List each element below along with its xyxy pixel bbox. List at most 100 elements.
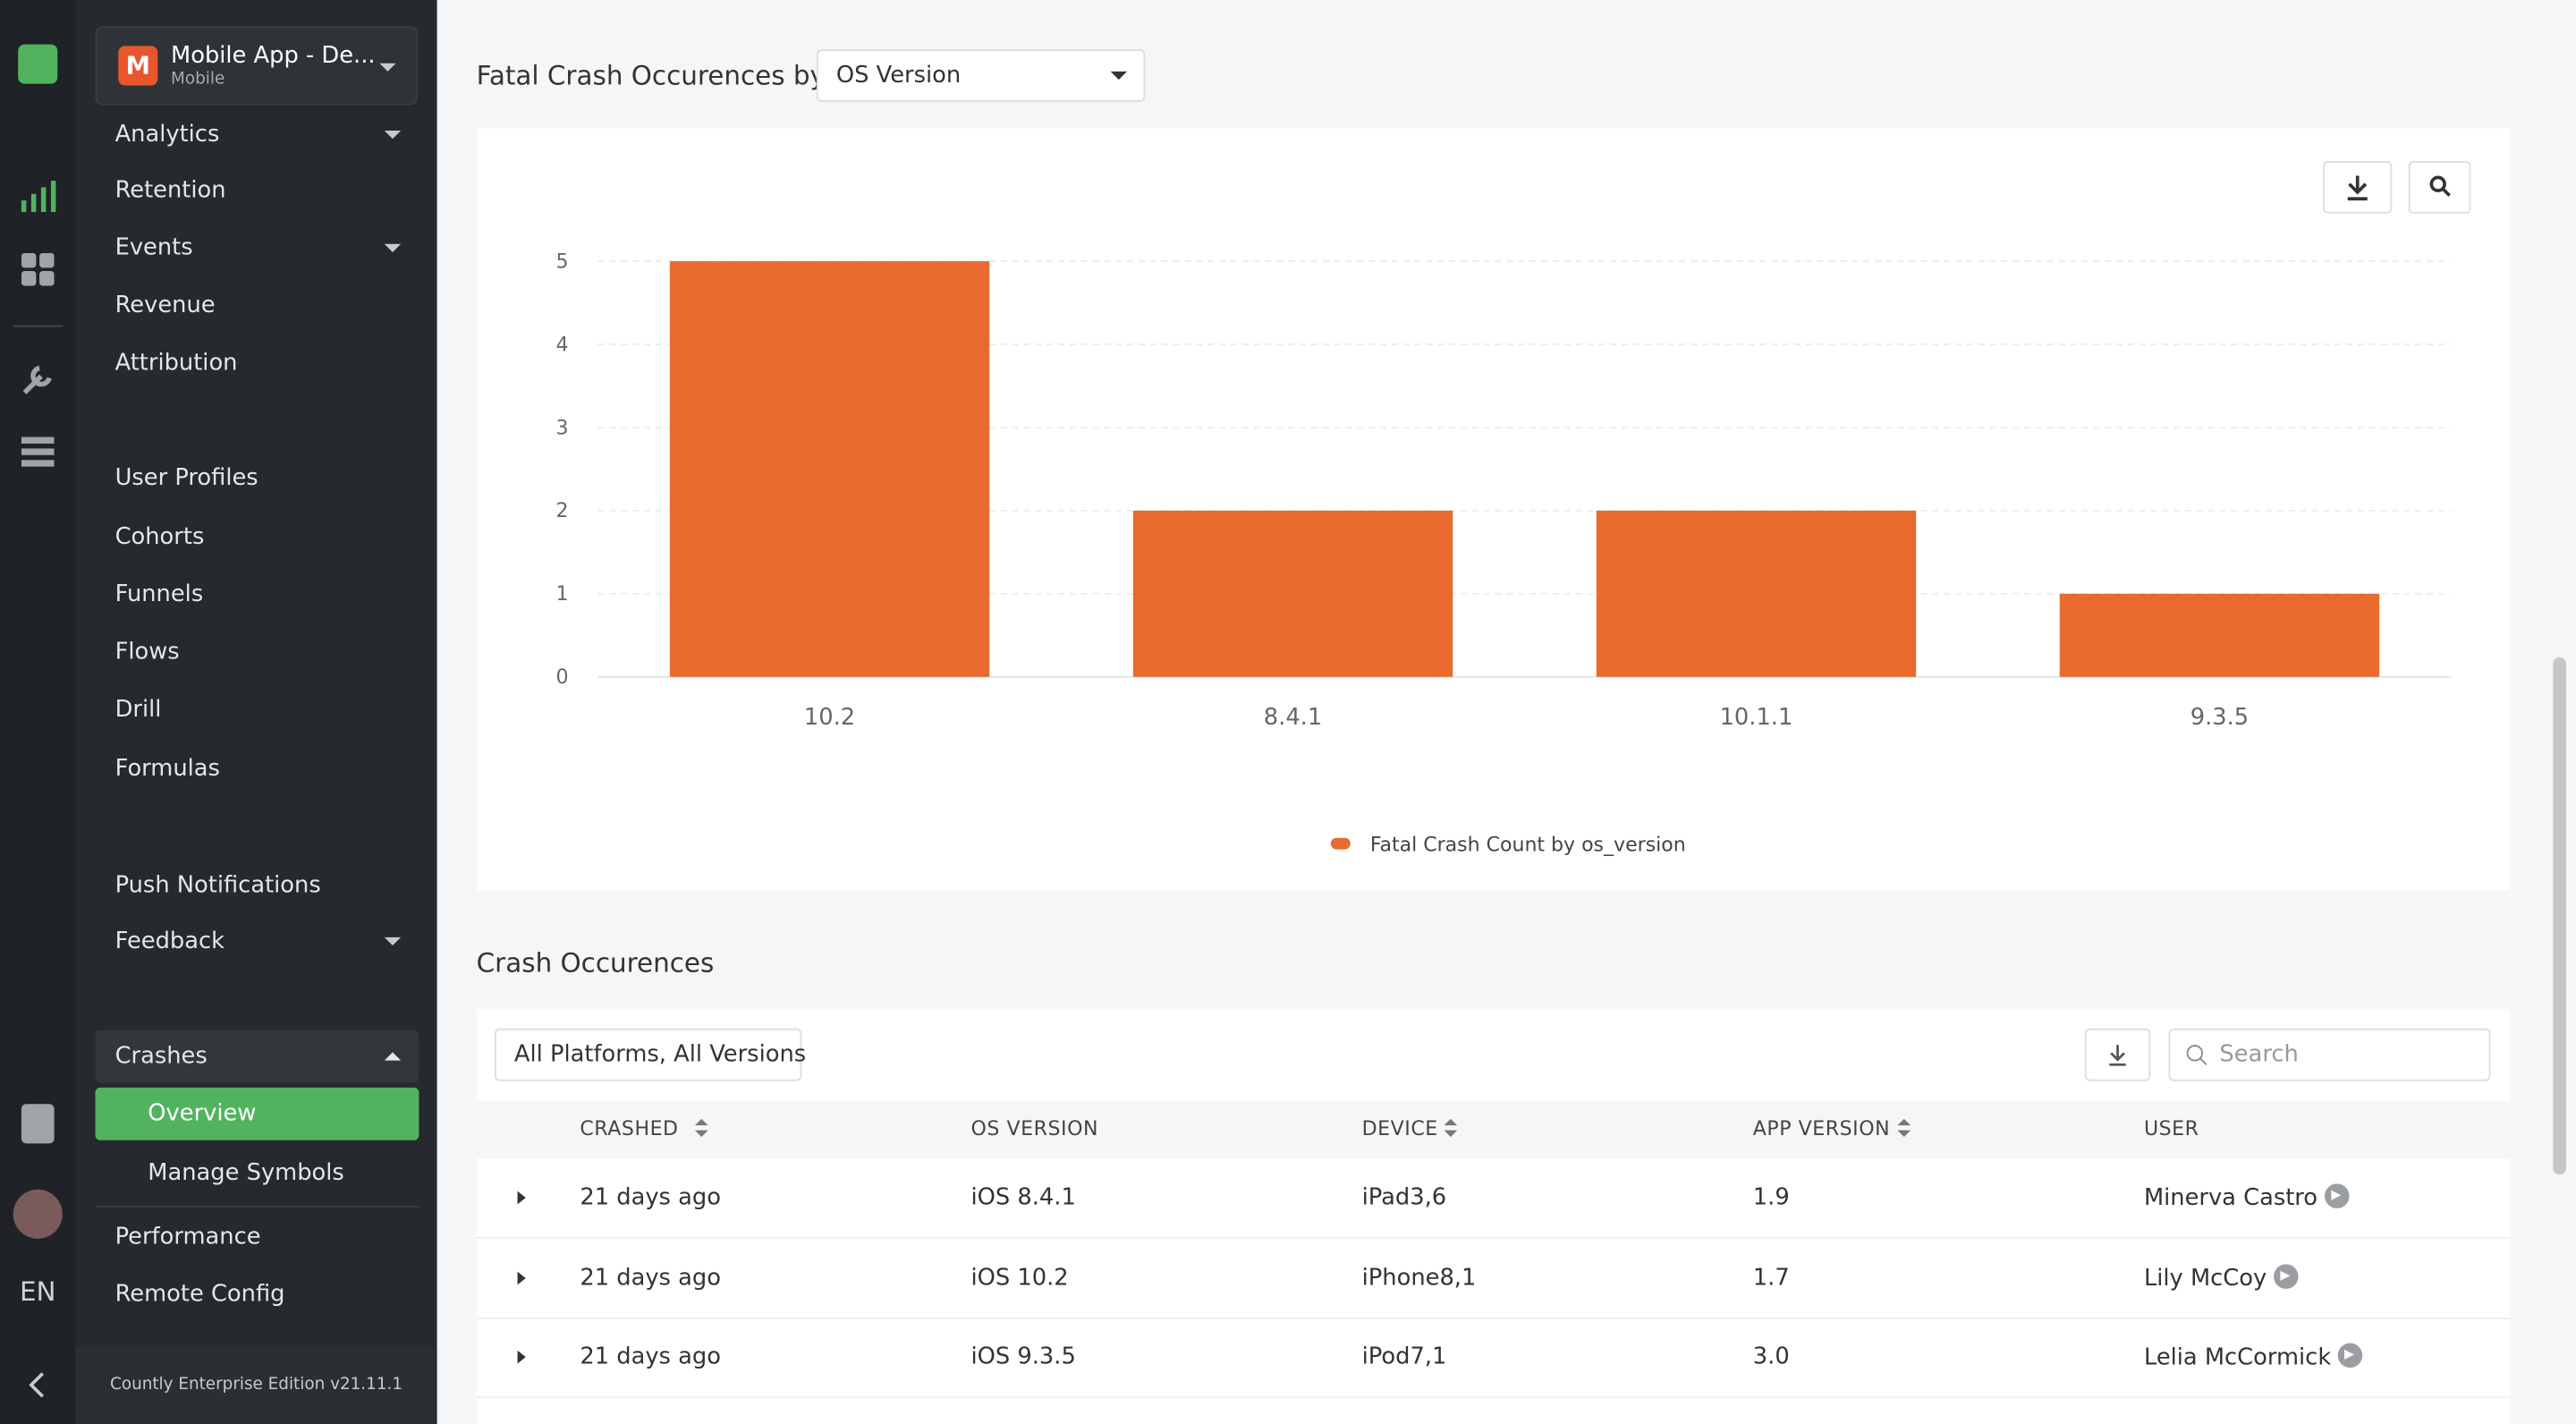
menu: Analytics Retention Events Revenue Attributi… — [75, 0, 436, 1424]
sort-icon — [1897, 1118, 1911, 1126]
app-type: Mobile — [171, 70, 225, 89]
menu-item[interactable]: Retention — [114, 177, 226, 204]
divider — [13, 325, 63, 327]
menu-item[interactable]: Performance — [114, 1224, 261, 1250]
menu-active — [95, 1087, 419, 1140]
bar-chart: 0 1 2 3 4 5 10.2 8.4.1 10.1.1 9.3.5 Fatal Crash Co… — [555, 250, 2452, 856]
table-cell: 1.7 — [1752, 1265, 1790, 1292]
menu-item[interactable]: User Profiles — [114, 464, 258, 492]
table-cell: iOS 8.4.1 — [970, 1184, 1076, 1211]
menu-item[interactable]: Push Notifications — [114, 872, 321, 899]
column-header[interactable]: APP VERSION — [1752, 1116, 1891, 1140]
search-input[interactable]: Search — [2168, 1028, 2491, 1081]
arrow — [2330, 1190, 2341, 1200]
table-cell: 21 days ago — [580, 1184, 721, 1211]
column-header: OS VERSION — [970, 1116, 1099, 1140]
divider — [95, 1206, 419, 1208]
analytics-icon[interactable] — [20, 181, 56, 214]
export-button[interactable] — [2084, 1028, 2151, 1081]
expand-arrow[interactable] — [517, 1271, 526, 1285]
chart-card: 0 1 2 3 4 5 10.2 8.4.1 10.1.1 9.3.5 Fatal Crash Co… — [476, 128, 2511, 891]
column-header: USER — [2143, 1116, 2199, 1140]
sort-icon — [1444, 1130, 1458, 1138]
table-cell: iPad3,6 — [1361, 1184, 1447, 1211]
zoom-button[interactable] — [2408, 161, 2471, 214]
tools-icon[interactable] — [21, 363, 55, 396]
table-card: All Platforms, All Versions Search — [476, 1008, 2511, 1424]
collapse-icon[interactable] — [26, 1370, 49, 1400]
table-cell: iPhone8,1 — [1361, 1265, 1477, 1292]
menu-caret — [384, 1052, 402, 1061]
x-tick-label: 10.2 — [804, 704, 855, 731]
user-link-icon[interactable] — [2337, 1343, 2363, 1369]
logo[interactable] — [18, 44, 58, 84]
dropdown-caret — [379, 63, 396, 72]
column-header[interactable]: DEVICE — [1361, 1116, 1438, 1140]
y-tick-label: 4 — [555, 334, 568, 356]
menu-item[interactable]: Drill — [114, 696, 162, 724]
menu-item[interactable]: Feedback — [114, 928, 225, 955]
y-tick-label: 0 — [555, 666, 568, 689]
menu-item[interactable]: Cohorts — [114, 523, 205, 551]
arrow — [2279, 1270, 2290, 1281]
menu-item[interactable]: Funnels — [114, 581, 204, 608]
sort-icon — [1444, 1118, 1458, 1126]
table-cell[interactable]: Lily McCoy — [2144, 1264, 2299, 1293]
app-selector[interactable]: M Mobile App - De... Mobile — [95, 26, 418, 106]
table-cell[interactable]: Minerva Castro — [2144, 1183, 2349, 1212]
menu-item[interactable]: Revenue — [114, 292, 216, 319]
table-cell: 21 days ago — [580, 1343, 721, 1370]
user-link-icon[interactable] — [2324, 1183, 2349, 1208]
menu-item[interactable]: Crashes — [114, 1043, 208, 1070]
search-icon — [2186, 1045, 2207, 1065]
arrow — [2343, 1349, 2354, 1360]
menu-item[interactable]: Events — [114, 234, 193, 262]
export-icon — [2109, 1045, 2126, 1066]
scrollbar[interactable] — [2553, 657, 2566, 1175]
x-tick-label: 10.1.1 — [1720, 704, 1793, 731]
menu-item[interactable]: Manage Symbols — [148, 1159, 344, 1187]
menu-item[interactable]: Flows — [114, 639, 180, 665]
y-tick-label: 2 — [555, 500, 568, 522]
sidebar: M Mobile App - De... Mobile Analytics Ret… — [75, 0, 437, 1424]
legend-swatch — [1330, 837, 1351, 850]
group-by-select[interactable]: OS Version — [816, 49, 1146, 102]
menu-item[interactable]: Formulas — [114, 755, 220, 783]
y-tick-label: 5 — [555, 250, 568, 273]
expand-arrow[interactable] — [517, 1350, 526, 1364]
data-icon[interactable] — [21, 436, 55, 469]
docs-icon[interactable] — [21, 1104, 55, 1144]
dashboard-icon[interactable] — [21, 252, 55, 286]
language[interactable]: EN — [19, 1276, 56, 1308]
table-cell: 21 days ago — [580, 1265, 721, 1292]
filter-label: All Platforms, All Versions — [513, 1041, 807, 1068]
footer-bar — [75, 1347, 437, 1424]
menu-caret — [384, 131, 402, 140]
x-tick-label: 9.3.5 — [2190, 704, 2249, 731]
icon-rail: EN — [0, 0, 76, 1424]
bar — [669, 261, 990, 677]
menu-item[interactable]: Analytics — [114, 121, 220, 148]
filter-button[interactable]: All Platforms, All Versions — [494, 1028, 806, 1081]
avatar[interactable] — [13, 1189, 63, 1239]
menu-item[interactable]: Attribution — [114, 350, 238, 377]
download-button[interactable] — [2323, 161, 2393, 214]
download-icon — [2347, 175, 2368, 201]
menu-item[interactable]: Remote Config — [114, 1281, 285, 1309]
user-link-icon[interactable] — [2273, 1264, 2299, 1289]
zoom-icon — [2429, 175, 2451, 197]
column-header[interactable]: CRASHED — [580, 1116, 679, 1140]
version-footer: Countly Enterprise Edition v21.11.1 — [110, 1376, 403, 1394]
table-cell[interactable]: Lelia McCormick — [2144, 1343, 2363, 1371]
row-border — [476, 1237, 2511, 1239]
x-tick-label: 8.4.1 — [1264, 704, 1322, 731]
menu-item[interactable]: Overview — [148, 1100, 257, 1128]
section-title: Fatal Crash Occurences by — [476, 60, 826, 91]
expand-arrow[interactable] — [517, 1191, 526, 1205]
sort-icon — [694, 1118, 708, 1126]
sort-icon — [694, 1130, 708, 1138]
table-cell: iOS 10.2 — [970, 1265, 1069, 1292]
